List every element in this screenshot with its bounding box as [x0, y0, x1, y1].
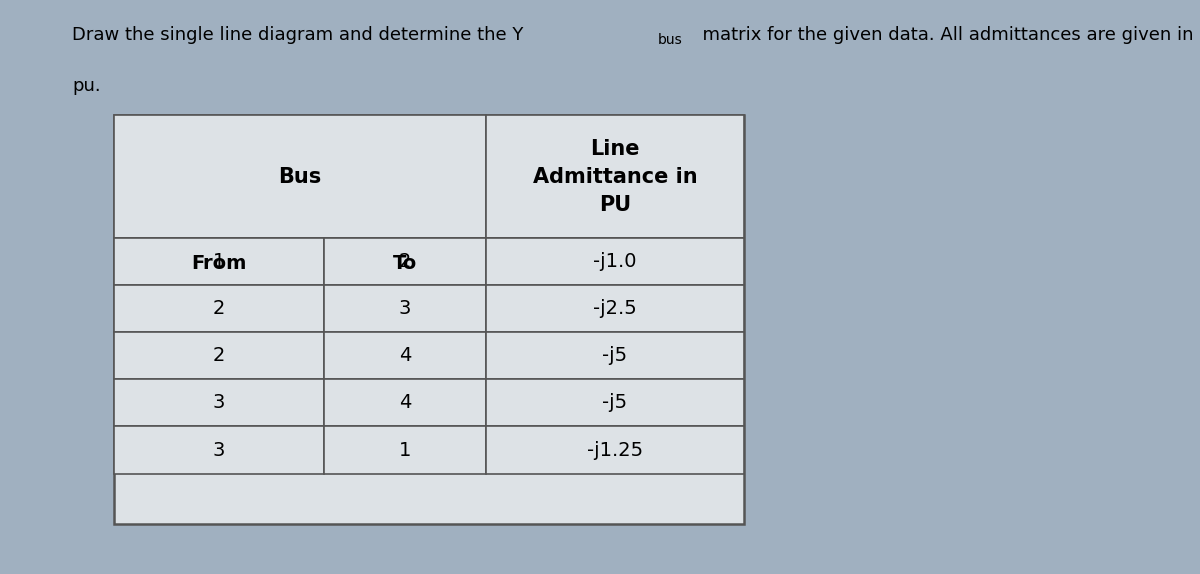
Text: bus: bus [658, 33, 683, 47]
Text: pu.: pu. [72, 77, 101, 95]
Bar [114, 238, 324, 285]
Bar [324, 238, 486, 289]
Text: To: To [392, 254, 418, 273]
Bar [486, 115, 744, 238]
Bar [324, 238, 486, 285]
Bar [324, 332, 486, 379]
Bar [486, 426, 744, 474]
Bar [486, 238, 744, 285]
Bar [486, 379, 744, 426]
Text: 2: 2 [212, 346, 226, 366]
Text: 3: 3 [398, 299, 412, 319]
Text: From: From [191, 254, 247, 273]
Text: Line
Admittance in
PU: Line Admittance in PU [533, 138, 697, 215]
Bar [486, 332, 744, 379]
Bar [114, 115, 744, 524]
Text: 2: 2 [398, 252, 412, 272]
Text: -j1.0: -j1.0 [593, 252, 637, 272]
Text: -j5: -j5 [602, 346, 628, 366]
Bar [486, 238, 744, 289]
Text: 3: 3 [212, 440, 226, 460]
Text: 4: 4 [398, 393, 412, 413]
Text: 1: 1 [398, 440, 412, 460]
Bar [114, 332, 324, 379]
Bar [486, 285, 744, 332]
Bar [324, 426, 486, 474]
Bar [324, 285, 486, 332]
Text: 2: 2 [212, 299, 226, 319]
Text: -j1.25: -j1.25 [587, 440, 643, 460]
Text: matrix for the given data. All admittances are given in: matrix for the given data. All admittanc… [691, 26, 1194, 44]
Text: 3: 3 [212, 393, 226, 413]
Text: -j5: -j5 [602, 393, 628, 413]
Bar [114, 426, 324, 474]
Bar [114, 379, 324, 426]
Bar [324, 379, 486, 426]
Bar [114, 285, 324, 332]
Bar [114, 115, 486, 238]
Text: Draw the single line diagram and determine the Y: Draw the single line diagram and determi… [72, 26, 523, 44]
Bar [114, 238, 324, 289]
Text: 4: 4 [398, 346, 412, 366]
Text: Bus: Bus [278, 166, 322, 187]
Text: 1: 1 [212, 252, 226, 272]
Text: -j2.5: -j2.5 [593, 299, 637, 319]
